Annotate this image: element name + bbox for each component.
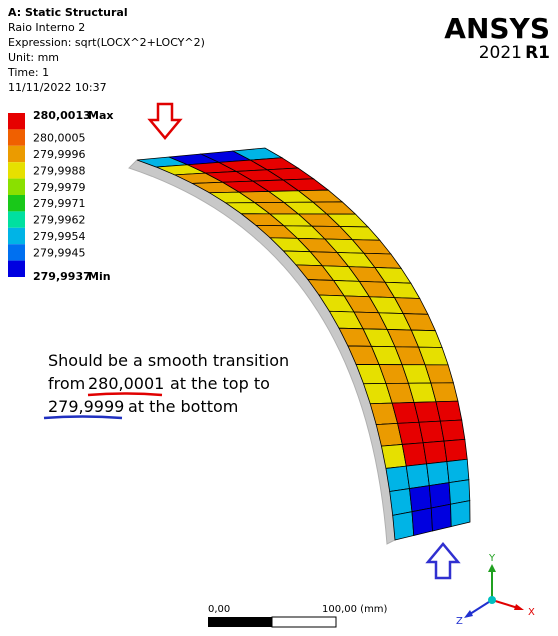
- beam-model: [128, 147, 471, 545]
- logo-release: R1: [525, 43, 550, 63]
- triad: Y X Z: [456, 553, 535, 627]
- legend-label: 279,9979: [33, 181, 86, 194]
- annotation-value: 280,0001: [88, 374, 164, 393]
- annotation-text: at the bottom: [128, 397, 238, 416]
- legend-swatch: [8, 260, 25, 277]
- mesh-cell: [439, 419, 466, 442]
- legend-tag: Max: [88, 109, 113, 122]
- mesh-cell: [435, 400, 463, 422]
- legend-tag: Min: [88, 270, 111, 283]
- legend-label: 280,0013: [33, 109, 91, 122]
- mesh-cell: [401, 442, 428, 467]
- mesh-cell: [448, 479, 471, 505]
- mesh-cell: [409, 485, 432, 513]
- legend-label: 279,9996: [33, 148, 86, 161]
- mesh-cell: [405, 463, 430, 490]
- legend-swatch: [8, 129, 25, 146]
- scale-bar-black: [208, 617, 272, 627]
- mesh-cell: [426, 461, 450, 487]
- mesh-cell: [418, 420, 445, 444]
- mesh-cell: [380, 444, 407, 469]
- legend-label: 280,0005: [33, 132, 86, 145]
- legend-swatch: [8, 211, 25, 228]
- mesh-cell: [430, 382, 459, 403]
- header-line: Unit: mm: [8, 51, 59, 64]
- result-title: A: Static Structural: [8, 6, 128, 19]
- red-underline: [87, 392, 163, 397]
- mesh-cell: [422, 440, 448, 465]
- mesh-cell: [446, 458, 470, 484]
- legend-swatch: [8, 227, 25, 245]
- blue-underline: [43, 415, 123, 420]
- mesh-cell: [389, 488, 413, 516]
- mesh-cell: [443, 438, 468, 463]
- mesh-cell: [392, 511, 415, 541]
- logo-brand: ANSYS: [444, 12, 550, 45]
- annotation-text: at the top to: [170, 374, 270, 393]
- header-line: Expression: sqrt(LOCX^2+LOCY^2): [8, 36, 205, 49]
- red-arrow: [147, 102, 183, 140]
- mesh-cell: [430, 503, 452, 532]
- legend-swatch: [8, 195, 25, 212]
- legend-swatch: [8, 145, 25, 163]
- legend-swatch: [8, 244, 25, 261]
- blue-arrow: [425, 542, 461, 580]
- scale-start: 0,00: [208, 604, 230, 615]
- legend-label: 279,9937: [33, 270, 91, 283]
- legend-swatch: [8, 178, 25, 195]
- triad-z: Z: [456, 616, 463, 627]
- annotation-text: from: [48, 374, 85, 393]
- triad-y: Y: [488, 553, 496, 564]
- legend-swatch: [8, 162, 25, 179]
- mesh-cell: [428, 482, 451, 509]
- legend-swatch: [8, 113, 25, 130]
- annotation-value: 279,9999: [48, 397, 124, 416]
- header-line: 11/11/2022 10:37: [8, 81, 107, 94]
- legend-label: 279,9945: [33, 246, 86, 259]
- header-line: Raio Interno 2: [8, 21, 85, 34]
- header-line: Time: 1: [7, 66, 49, 79]
- scale-end: 100,00 (mm): [322, 604, 388, 615]
- legend-label: 279,9988: [33, 164, 86, 177]
- logo-year: 2021: [479, 43, 522, 63]
- annotation-text: Should be a smooth transition: [48, 351, 289, 370]
- legend-label: 279,9962: [33, 214, 86, 227]
- legend-label: 279,9971: [33, 197, 86, 210]
- scale-bar-white: [271, 616, 337, 628]
- mesh-cell: [411, 507, 433, 536]
- mesh-cell: [385, 465, 410, 492]
- legend-label: 279,9954: [33, 230, 86, 243]
- mesh-cell: [450, 500, 471, 528]
- triad-x: X: [528, 607, 535, 618]
